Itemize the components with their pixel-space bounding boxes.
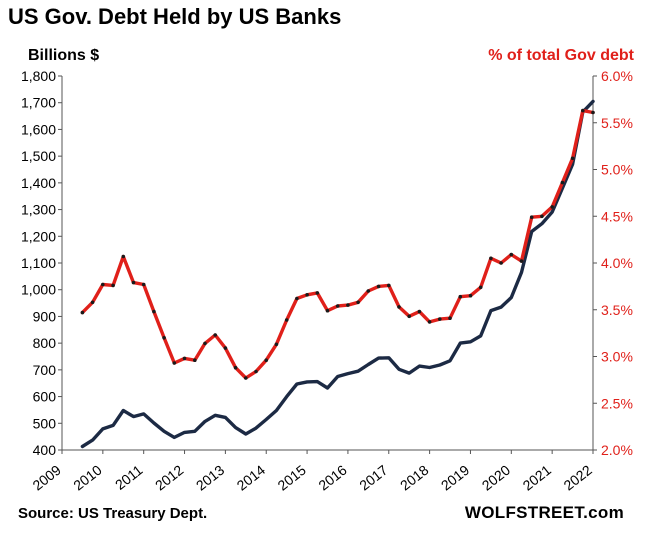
percent-data-point [427,320,432,324]
percent-data-point [550,205,554,209]
percent-data-point [519,259,524,263]
left-axis-tick-label: 700 [33,362,57,378]
source-note: Source: US Treasury Dept. [18,505,208,522]
percent-data-point [468,293,473,298]
percent-data-point [182,356,187,361]
x-axis-tick-label: 2014 [234,462,269,494]
left-axis-tick-label: 1,700 [21,95,56,111]
left-axis-tick-label: 1,500 [21,148,56,164]
right-axis-tick-label: 6.0% [601,68,633,84]
right-axis-tick-label: 3.5% [601,302,633,318]
percent-data-point [448,316,452,321]
percent-data-point [152,309,156,314]
series-line-percent [80,108,595,380]
percent-data-point [417,309,422,314]
percent-data-point [305,293,309,297]
left-axis-tick-label: 600 [33,389,57,405]
percent-data-point [335,304,340,308]
left-axis-tick-label: 800 [33,335,57,351]
series-line-billions [80,99,595,449]
percent-data-point [244,376,248,380]
percent-data-point [478,285,483,290]
left-axis-tick-label: 1,200 [21,228,56,244]
percent-data-point [213,333,217,337]
page-title: US Gov. Debt Held by US Banks [8,4,342,29]
right-axis-tick-label: 3.0% [601,349,633,365]
percent-data-point [366,289,371,293]
percent-data-point [356,300,360,305]
percent-data-point [397,305,401,309]
percent-data-point [489,256,493,261]
percent-data-point [284,318,289,322]
percent-data-point [570,156,575,161]
left-axis-tick-label: 500 [33,415,57,431]
left-axis-tick-label: 400 [33,442,57,458]
percent-data-point [223,346,228,350]
left-axis-tick-label: 1,600 [21,121,56,137]
percent-data-point [458,294,463,299]
percent-data-point [111,283,115,288]
percent-data-point [438,317,442,321]
percent-data-point [315,291,320,295]
left-axis-unit-label: Billions $ [28,47,100,64]
x-axis-tick-label: 2018 [397,462,432,494]
x-axis-tick-label: 2010 [70,462,105,494]
x-axis-tick-label: 2011 [112,462,146,493]
percent-data-point [591,110,595,115]
percent-data-point [254,369,258,374]
x-axis-tick-label: 2019 [438,462,473,494]
x-axis-tick-label: 2017 [356,462,391,494]
right-axis-tick-label: 4.5% [601,208,633,224]
percent-data-point [90,300,95,305]
percent-data-point [141,282,146,287]
percent-data-point [162,336,166,340]
right-axis-tick-label: 2.0% [601,442,633,458]
percent-data-point [264,358,269,363]
percent-data-point [346,303,350,307]
left-axis-tick-label: 1,100 [21,255,56,271]
x-axis-tick-label: 2015 [275,462,310,494]
percent-data-point [193,358,197,363]
right-axis-tick-label: 5.5% [601,115,633,131]
percent-data-point [233,365,238,370]
percent-data-point [203,341,207,346]
x-axis-tick-label: 2012 [152,462,187,494]
x-axis-tick-label: 2016 [315,462,350,494]
left-axis-tick-label: 900 [33,308,57,324]
x-axis-tick-label: 2020 [479,462,514,494]
right-axis-tick-label: 4.0% [601,255,633,271]
right-axis-tick-label: 5.0% [601,162,633,178]
x-axis-tick-label: 2013 [193,462,228,494]
left-axis-tick-label: 1,000 [21,282,56,298]
percent-data-point [172,361,177,365]
percent-data-point [529,215,534,219]
percent-data-point [376,284,381,289]
percent-data-point [325,308,330,313]
percent-data-point [581,108,585,113]
percent-data-point [407,314,412,319]
brand-label: WOLFSTREET.com [464,503,624,522]
percent-data-point [131,280,136,285]
percent-data-point [295,296,299,301]
right-axis-unit-label: % of total Gov debt [488,47,634,64]
percent-data-point [121,254,126,259]
percent-data-point [101,282,105,287]
percent-data-point [540,214,544,219]
right-axis-tick-label: 2.5% [601,395,633,411]
percent-data-point [560,180,565,185]
percent-data-point [509,252,514,257]
left-axis-tick-label: 1,300 [21,202,56,218]
x-axis-tick-label: 2009 [29,462,64,494]
percent-data-point [274,342,279,347]
x-axis-tick-label: 2021 [520,462,555,494]
percent-data-point [387,283,391,288]
left-axis-tick-label: 1,400 [21,175,56,191]
x-axis-tick-label: 2022 [560,462,595,494]
percent-data-point [499,261,503,265]
left-axis-tick-label: 1,800 [21,68,56,84]
percent-data-point [80,310,85,315]
